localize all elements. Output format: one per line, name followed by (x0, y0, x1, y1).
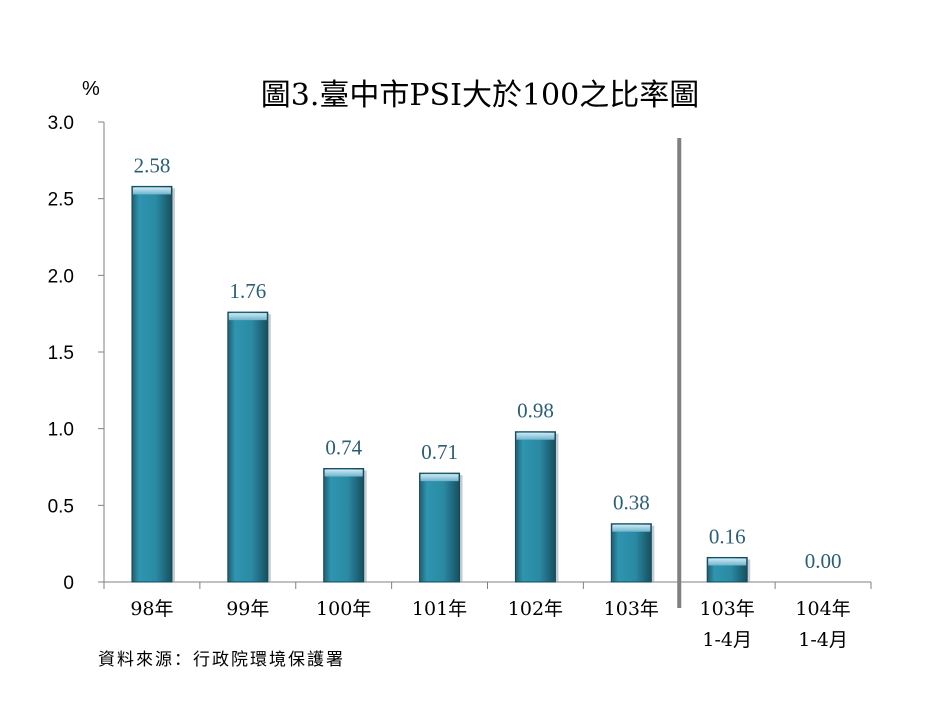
data-label: 0.16 (709, 524, 746, 548)
bar (706, 556, 751, 583)
bar-body (131, 185, 173, 583)
x-tick-label: 103年 (700, 598, 755, 620)
bar-cap (228, 313, 267, 321)
x-tick-label: 104年 (795, 598, 850, 620)
y-tick-label: 2.5 (48, 190, 74, 211)
data-label: 1.76 (229, 279, 266, 303)
bar-body (514, 431, 556, 583)
y-axis-unit: % (82, 78, 100, 100)
data-label: 0.74 (325, 436, 362, 460)
bar-cap (612, 524, 651, 532)
y-tick-label: 3.0 (48, 113, 74, 134)
y-tick-label: 1.0 (48, 420, 74, 441)
bar-cap (516, 432, 555, 440)
bar (227, 311, 271, 583)
y-tick-label: 1.5 (48, 343, 74, 364)
x-tick-label: 102年 (508, 598, 563, 620)
y-tick-label: 0 (63, 573, 74, 594)
data-label: 0.38 (613, 491, 650, 515)
bar (323, 468, 367, 583)
chart-title: 圖3.臺中市PSI大於100之比率圖 (260, 78, 700, 113)
x-tick-label: 1-4月 (798, 629, 848, 651)
bar (131, 185, 175, 583)
bar-cap (324, 469, 363, 477)
data-label: 0.71 (421, 440, 458, 464)
x-tick-label: 98年 (130, 598, 173, 620)
x-tick-label: 101年 (412, 598, 467, 620)
data-label: 0.00 (805, 549, 842, 573)
bar-cap (132, 187, 171, 195)
y-tick-label: 2.0 (48, 266, 74, 287)
bar-body (610, 523, 652, 583)
data-label: 0.98 (517, 399, 554, 423)
bar-body (323, 468, 365, 583)
x-tick-label: 100年 (316, 598, 371, 620)
x-tick-label: 103年 (604, 598, 659, 620)
x-tick-label: 99年 (226, 598, 269, 620)
bar (610, 523, 655, 583)
bar-cap (708, 558, 747, 566)
bar-body (227, 311, 269, 583)
source-note: 資料來源：行政院環境保護署 (98, 650, 345, 670)
x-tick-label: 1-4月 (702, 629, 752, 651)
data-label: 2.58 (134, 153, 171, 177)
bar (514, 431, 559, 583)
bar-cap (420, 474, 459, 482)
bar (419, 472, 463, 583)
bar-body (419, 472, 461, 583)
y-tick-label: 0.5 (48, 496, 74, 517)
